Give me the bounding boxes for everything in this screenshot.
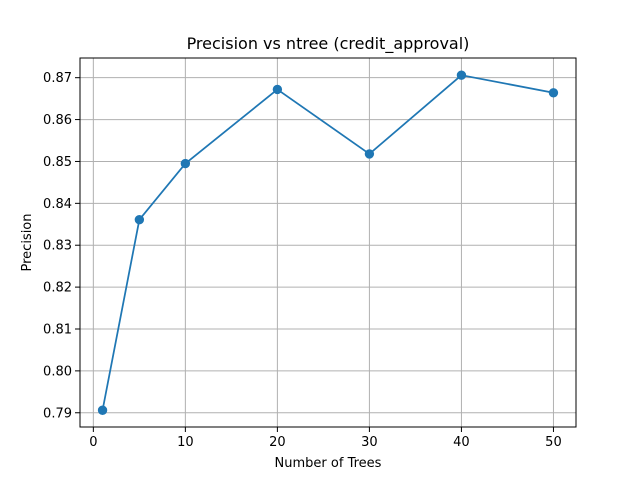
x-axis: 0 10 20 30 40 50 xyxy=(89,427,562,450)
data-point xyxy=(272,84,283,95)
x-tick-label: 0 xyxy=(89,435,97,450)
y-tick-label: 0.79 xyxy=(43,406,72,421)
data-point xyxy=(97,405,108,415)
y-axis: 0.79 0.80 0.81 0.82 0.83 0.84 0.85 0.86 0.87 xyxy=(43,71,80,421)
x-tick-label: 40 xyxy=(453,435,470,450)
x-axis-label: Number of Trees xyxy=(275,456,382,471)
y-tick-label: 0.87 xyxy=(43,71,72,86)
data-point xyxy=(134,214,145,225)
x-tick-label: 20 xyxy=(269,435,286,450)
data-point xyxy=(548,88,559,98)
plot-area-frame xyxy=(79,57,577,428)
data-point xyxy=(364,149,375,159)
grid-layer xyxy=(80,58,576,427)
y-tick-label: 0.81 xyxy=(43,322,72,337)
x-tick-label: 30 xyxy=(361,435,378,450)
chart-title: Precision vs ntree (credit_approval) xyxy=(187,34,470,54)
y-tick-label: 0.86 xyxy=(43,113,72,128)
x-tick-label: 10 xyxy=(177,435,194,450)
x-tick-label: 50 xyxy=(545,435,562,450)
y-tick-label: 0.80 xyxy=(43,364,72,379)
y-axis-label: Precision xyxy=(20,213,35,271)
y-tick-label: 0.84 xyxy=(43,197,72,212)
y-tick-label: 0.82 xyxy=(43,281,72,296)
y-tick-label: 0.85 xyxy=(43,155,72,170)
y-tick-label: 0.83 xyxy=(43,239,72,254)
data-point xyxy=(456,70,467,80)
data-point xyxy=(180,158,191,169)
series-layer xyxy=(97,70,559,415)
